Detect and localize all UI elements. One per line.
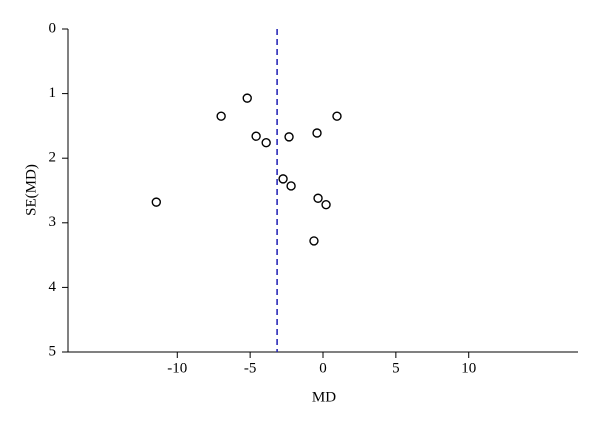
y-axis-label: SE(MD)	[23, 164, 39, 216]
point	[216, 111, 226, 121]
x-tick-label: -10	[167, 360, 187, 376]
point	[278, 174, 288, 184]
point	[309, 236, 319, 246]
y-tick-label: 4	[49, 279, 57, 295]
point	[321, 200, 331, 210]
point	[151, 197, 162, 207]
point	[242, 93, 252, 103]
y-tick-label: 1	[49, 85, 57, 101]
point	[261, 137, 271, 148]
point	[284, 132, 294, 142]
x-tick-label: 5	[392, 360, 400, 376]
x-tick-label: 10	[461, 360, 476, 376]
x-tick-label: 0	[319, 360, 327, 376]
y-tick-label: 2	[49, 150, 57, 166]
point	[286, 181, 296, 191]
y-tick-label: 5	[49, 343, 57, 359]
point	[313, 193, 323, 203]
y-tick-label: 3	[49, 214, 57, 230]
y-tick-label: 0	[49, 20, 57, 36]
point	[312, 128, 322, 138]
x-axis-label: MD	[312, 389, 336, 405]
point	[332, 111, 342, 121]
x-tick-label: -5	[244, 360, 257, 376]
point	[251, 131, 261, 141]
